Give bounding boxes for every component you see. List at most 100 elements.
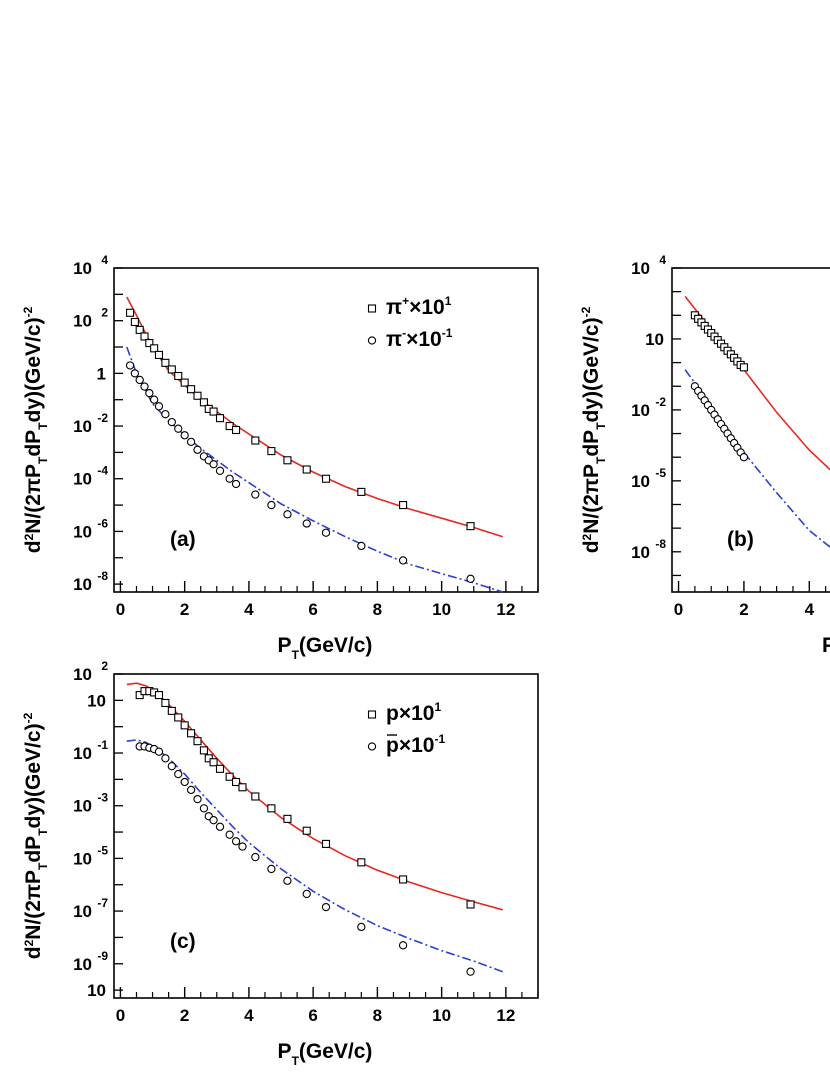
data-point-square: [180, 721, 189, 730]
data-point-square: [167, 706, 176, 715]
y-tick-exponent: -2: [655, 395, 666, 409]
x-tick-label: 10: [432, 600, 451, 619]
data-point-circle: [180, 777, 189, 787]
y-axis-label-text: d2N/(2πPTdPTdy)(GeV/c)-2: [21, 712, 50, 959]
data-point-square: [357, 487, 366, 496]
data-point-circle: [225, 830, 234, 839]
data-point-square: [399, 501, 408, 510]
data-point-circle: [161, 754, 170, 763]
y-tick-label: 10: [645, 330, 664, 349]
data-point-square: [232, 777, 241, 787]
y-tick-label: 10: [73, 849, 92, 868]
legend-entry-label: π-×10-1: [386, 326, 453, 351]
data-point-square: [161, 358, 170, 367]
y-tick-label: 10: [73, 522, 92, 541]
y-tick-label: 10: [73, 259, 92, 278]
data-point-square: [283, 814, 292, 823]
model-curve-solid: [126, 682, 503, 911]
x-tick-label: 4: [805, 600, 815, 619]
y-tick-exponent: 4: [659, 253, 666, 267]
y-axis-label-b: d2N/(2πPTdPTdy)(GeV/c)-2: [579, 306, 608, 553]
legend-entry-label: p×10-1: [386, 732, 445, 757]
panel-c: 0 2 4 6 8 10 12 10 2 10 10 -1 10 -3 10 -5 10 -7 10 -9 10 (c)…: [21, 659, 539, 1068]
data-point-square: [150, 344, 159, 353]
data-point-square: [174, 713, 183, 722]
data-point-square: [187, 729, 196, 738]
y-tick-exponent: -8: [655, 537, 666, 551]
data-point-square: [174, 371, 183, 381]
legend-marker-circle: [367, 742, 377, 751]
data-point-circle: [251, 852, 260, 862]
y-tick-exponent: -3: [97, 791, 108, 805]
data-point-square: [154, 350, 164, 359]
panel-label-a: (a): [170, 528, 196, 551]
data-point-square: [267, 447, 276, 456]
data-point-square: [193, 391, 202, 400]
data-point-circle: [302, 889, 311, 899]
x-tick-label: 2: [180, 1006, 189, 1025]
y-tick-label: 10: [73, 575, 92, 594]
plot-frame-c: [113, 673, 539, 999]
panel-b: 0 2 4 10 4 10 10 -2 10 -5 10 -8 (b) P d2N/(2πPTdPTd…: [579, 253, 830, 657]
data-point-square: [321, 474, 331, 483]
y-tick-exponent: -2: [97, 411, 108, 425]
data-point-square: [251, 792, 260, 801]
x-tick-label: 8: [373, 1006, 382, 1025]
data-point-circle: [209, 816, 218, 825]
data-point-circle: [283, 876, 292, 885]
data-point-square: [251, 436, 260, 445]
panel-a: 0 2 4 6 8 10 12 10 4 10 2 1 10 -2 10 -4 10 -6 10 -8 (a) π+×…: [21, 253, 539, 662]
data-point-circle: [357, 541, 366, 551]
data-point-square: [187, 385, 196, 394]
y-axis-label-text: d2N/(2πPTdPTdy)(GeV/c)-2: [21, 306, 50, 553]
x-tick-label: 12: [496, 1006, 515, 1025]
x-tick-label: 4: [244, 1006, 254, 1025]
y-tick-exponent: -1: [97, 738, 108, 752]
model-curve-dashdot: [126, 739, 503, 973]
data-point-circle: [357, 922, 366, 932]
data-point-square: [215, 414, 225, 423]
data-point-square: [302, 826, 311, 835]
legend-marker-circle: [367, 336, 377, 345]
data-point-circle: [154, 747, 164, 756]
x-tick-label: 0: [116, 1006, 125, 1025]
data-point-square: [283, 456, 292, 465]
data-point-circle: [167, 417, 176, 427]
legend-entry-label: p×101: [386, 700, 441, 725]
legend-marker-square: [367, 304, 377, 313]
data-point-circle: [739, 453, 749, 462]
data-point-circle: [135, 375, 144, 385]
x-axis-label-a: PT(GeV/c): [278, 634, 373, 662]
data-point-circle: [466, 574, 475, 583]
data-point-circle: [215, 466, 225, 475]
legend-marker-square: [367, 710, 377, 719]
data-point-circle: [186, 785, 196, 795]
data-point-square: [199, 746, 208, 755]
y-tick-label: 10: [631, 401, 650, 420]
data-point-circle: [167, 762, 176, 771]
data-point-circle: [231, 837, 241, 846]
data-point-circle: [225, 474, 234, 483]
data-point-square: [145, 339, 154, 348]
data-point-circle: [283, 510, 292, 519]
data-point-circle: [238, 842, 247, 851]
legend-c: p×101 p×10-1: [367, 700, 445, 757]
y-axis-label-c: d2N/(2πPTdPTdy)(GeV/c)-2: [21, 712, 50, 959]
data-point-circle: [321, 902, 331, 912]
data-point-square: [321, 839, 331, 848]
data-point-square: [739, 363, 748, 372]
x-tick-label: 10: [432, 1006, 451, 1025]
legend-a: π+×101 π-×10-1: [367, 294, 453, 351]
y-tick-label: 10: [631, 472, 650, 491]
panel-label-c: (c): [170, 930, 196, 953]
y-tick-label: 10: [631, 543, 650, 562]
plot-frame-b: [671, 267, 830, 593]
x-tick-label: 8: [373, 600, 382, 619]
y-tick-label: 10: [73, 744, 92, 763]
data-point-circle: [209, 460, 218, 469]
y-tick-label: 10: [73, 902, 92, 921]
y-tick-label: 10: [87, 691, 106, 710]
model-curve-dashdot: [126, 346, 503, 593]
data-point-circle: [174, 424, 183, 433]
